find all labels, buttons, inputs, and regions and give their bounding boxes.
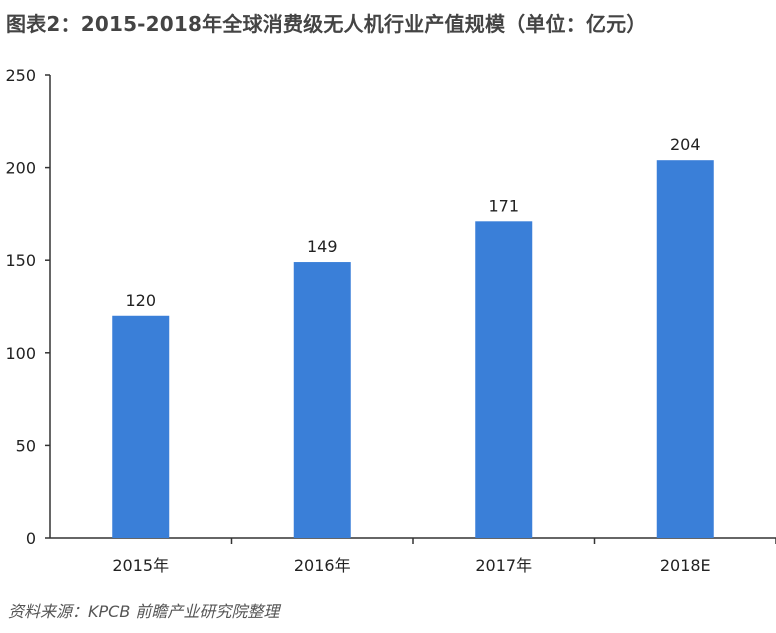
x-tick-label: 2016年 [294,556,351,575]
x-tick-label: 2018E [660,556,711,575]
data-label: 204 [670,135,701,154]
y-tick-label: 0 [26,529,36,548]
y-tick-label: 200 [5,159,36,178]
y-tick-label: 150 [5,251,36,270]
bar-2016年 [293,262,351,538]
x-tick-label: 2017年 [475,556,532,575]
data-label: 149 [307,237,338,256]
data-label: 171 [488,196,519,215]
bar-2018E [656,160,714,538]
bar-2015年 [112,315,170,538]
source-note: 资料来源：KPCB 前瞻产业研究院整理 [8,602,280,621]
y-tick-label: 50 [16,436,36,455]
chart-title: 图表2：2015-2018年全球消费级无人机行业产值规模（单位：亿元） [6,12,647,36]
y-tick-label: 100 [5,344,36,363]
bar-2017年 [475,221,533,539]
y-tick-label: 250 [5,66,36,85]
data-label: 120 [125,291,156,310]
x-tick-label: 2015年 [112,556,169,575]
